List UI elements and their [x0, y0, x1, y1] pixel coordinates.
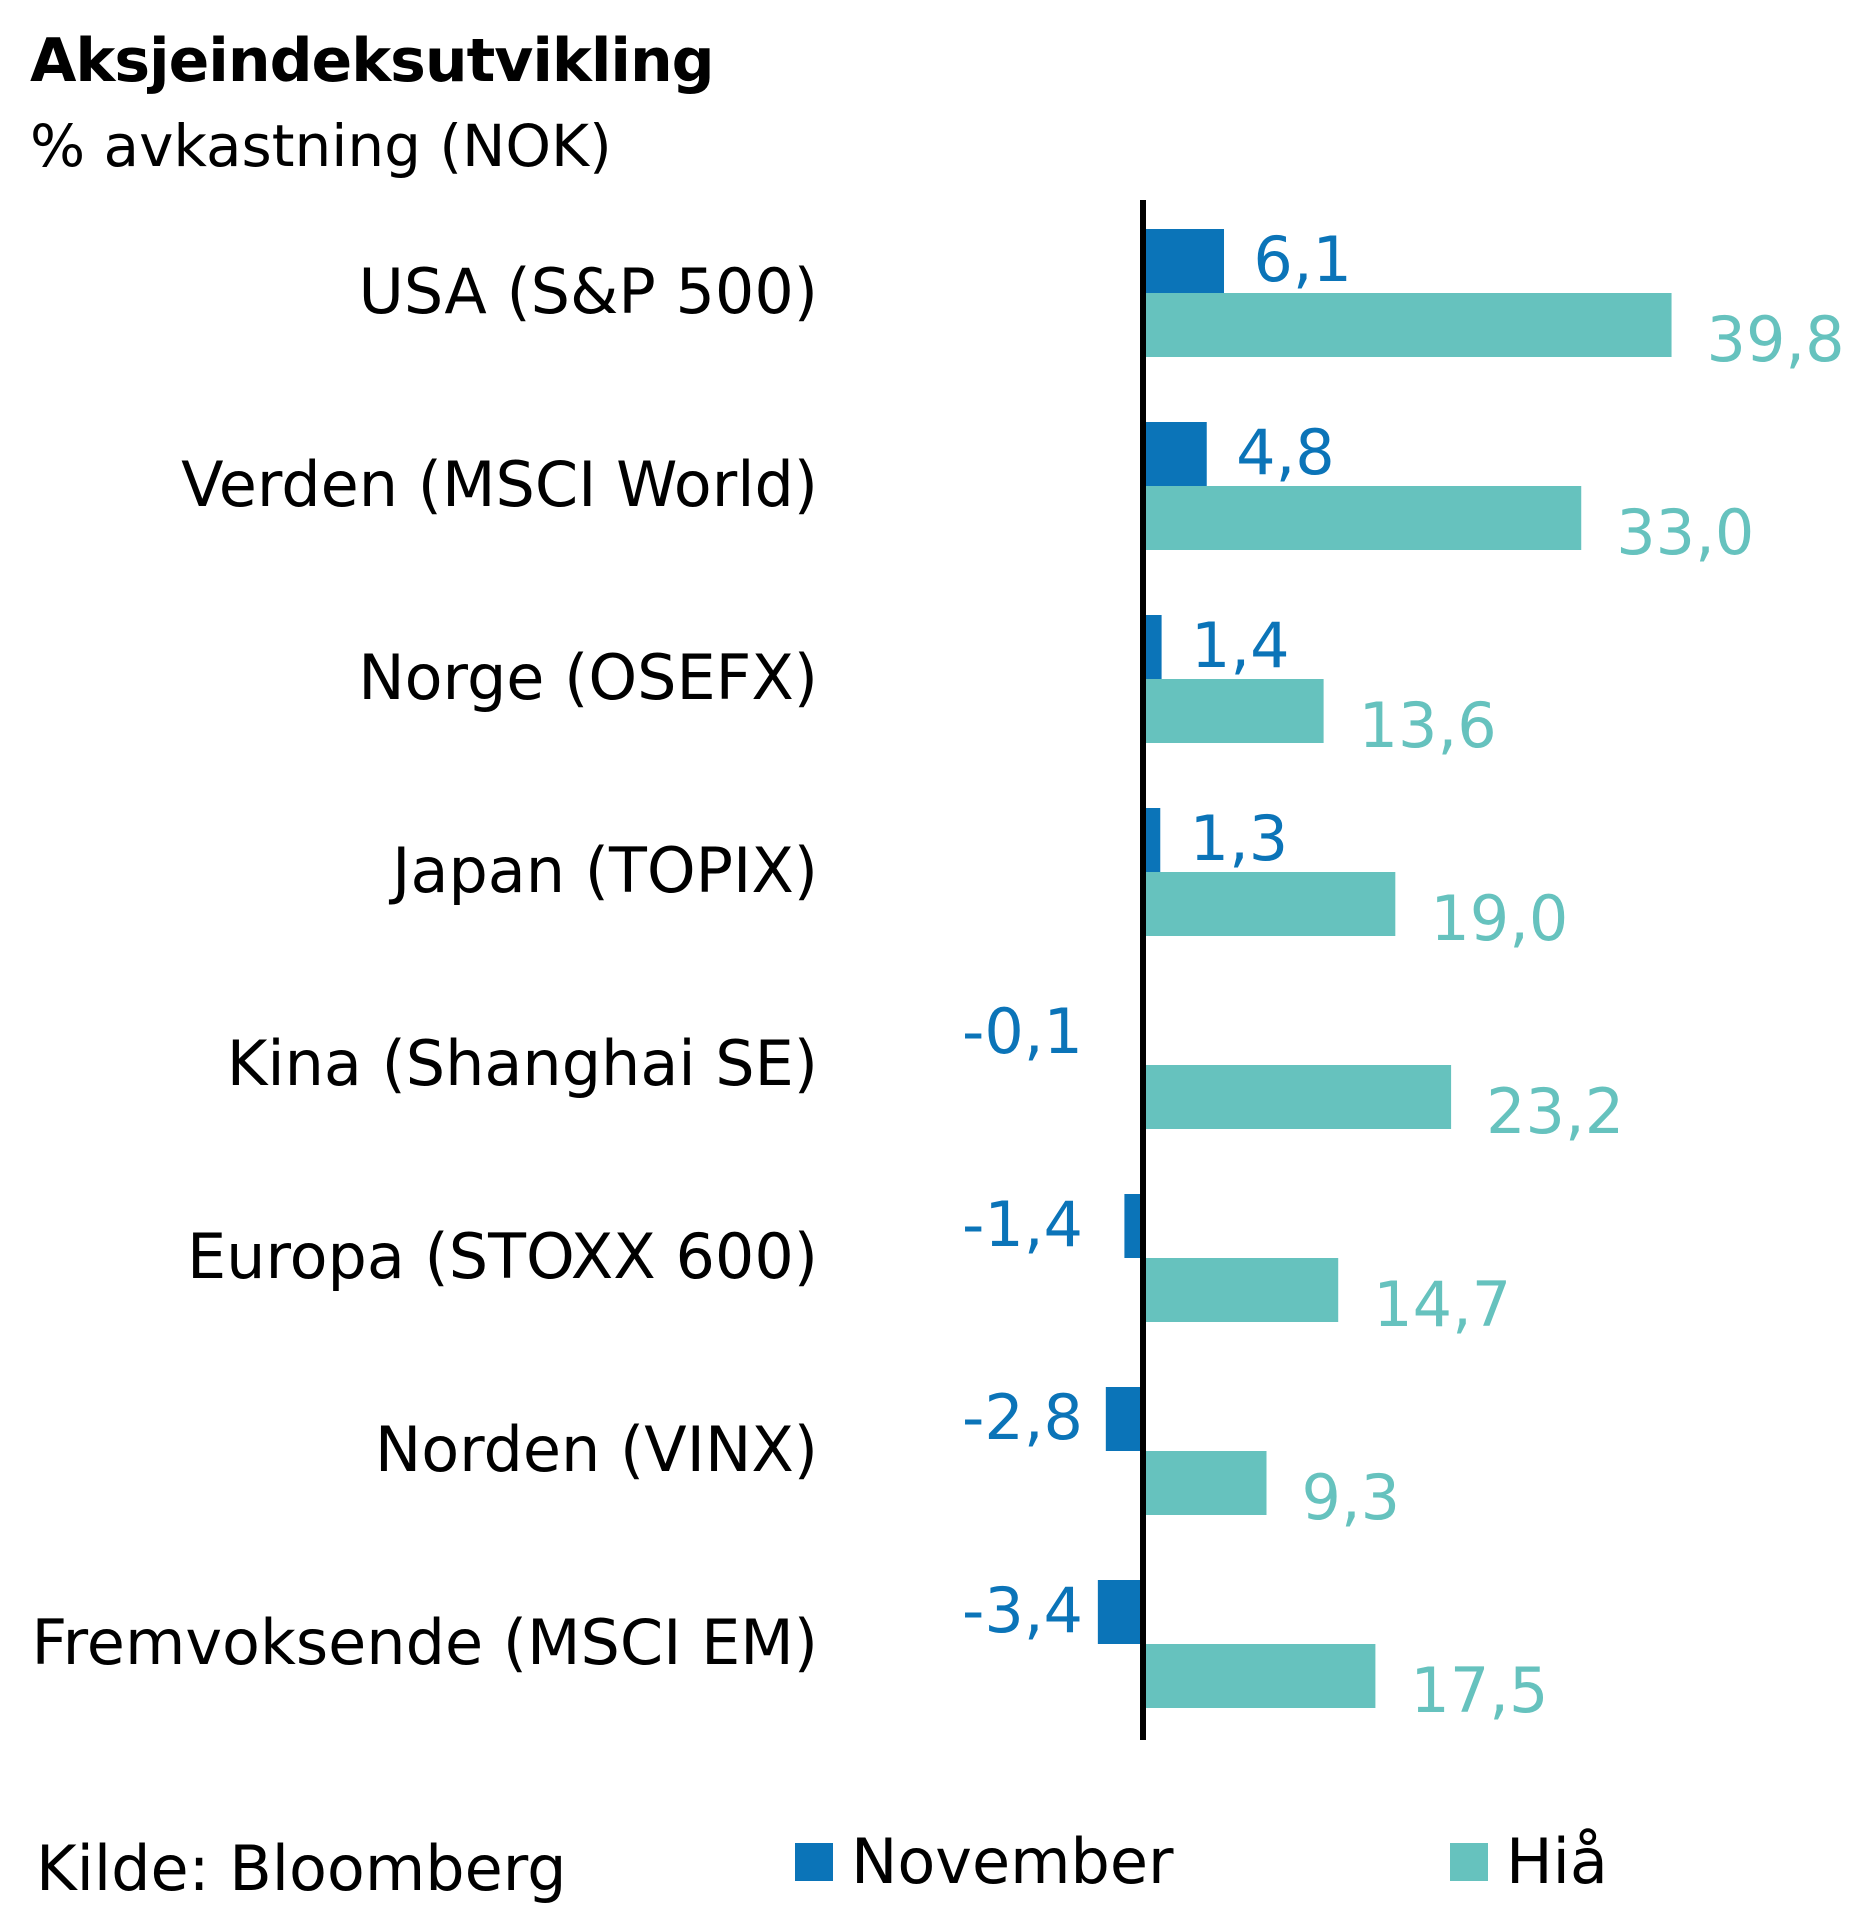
bar-hia [1143, 679, 1324, 743]
legend-hia: Hiå [1450, 1825, 1608, 1898]
legend-swatch-hia [1450, 1842, 1488, 1881]
data-label-november: 4,8 [1236, 416, 1335, 489]
bar-hia [1143, 1644, 1376, 1708]
data-label-november: -0,1 [962, 995, 1083, 1068]
bar-november [1143, 808, 1161, 872]
bar-hia [1143, 1451, 1267, 1515]
data-label-hia: 33,0 [1616, 496, 1754, 569]
data-label-hia: 14,7 [1373, 1268, 1511, 1341]
data-label-november: 6,1 [1253, 223, 1352, 296]
bar-november [1105, 1387, 1143, 1451]
bar-november [1097, 1580, 1143, 1644]
category-label: Fremvoksende (MSCI EM) [32, 1606, 818, 1679]
source-note: Kilde: Bloomberg [36, 1832, 567, 1905]
category-label: Norden (VINX) [375, 1413, 818, 1486]
category-label: Japan (TOPIX) [388, 834, 818, 907]
category-label: Europa (STOXX 600) [187, 1220, 818, 1293]
data-label-november: -3,4 [962, 1574, 1083, 1647]
chart-subtitle: % avkastning (NOK) [30, 112, 612, 180]
category-label: Norge (OSEFX) [358, 641, 818, 714]
legend-november: November [795, 1825, 1174, 1898]
data-label-november: -1,4 [962, 1188, 1083, 1261]
legend-swatch-november [795, 1842, 833, 1881]
data-label-hia: 9,3 [1302, 1461, 1401, 1534]
bar-november [1143, 615, 1162, 679]
data-label-november: -2,8 [962, 1381, 1083, 1454]
data-label-hia: 23,2 [1486, 1075, 1624, 1148]
category-label: USA (S&P 500) [358, 255, 818, 328]
data-label-november: 1,3 [1190, 802, 1289, 875]
bar-november [1143, 422, 1207, 486]
category-label: Verden (MSCI World) [181, 448, 818, 521]
data-label-hia: 39,8 [1707, 303, 1845, 376]
data-label-hia: 13,6 [1359, 689, 1497, 762]
chart-title: Aksjeindeksutvikling [30, 26, 715, 96]
bar-hia [1143, 1065, 1452, 1129]
category-label: Kina (Shanghai SE) [227, 1027, 818, 1100]
bar-hia [1143, 486, 1582, 550]
bar-hia [1143, 1258, 1339, 1322]
bar-hia [1143, 872, 1396, 936]
legend-label-november: November [851, 1825, 1174, 1898]
data-label-november: 1,4 [1191, 609, 1290, 682]
legend-label-hia: Hiå [1506, 1825, 1608, 1898]
bar-hia [1143, 293, 1672, 357]
data-label-hia: 17,5 [1410, 1654, 1548, 1727]
data-label-hia: 19,0 [1430, 882, 1568, 955]
bar-november [1143, 229, 1225, 293]
bar-november [1124, 1194, 1143, 1258]
